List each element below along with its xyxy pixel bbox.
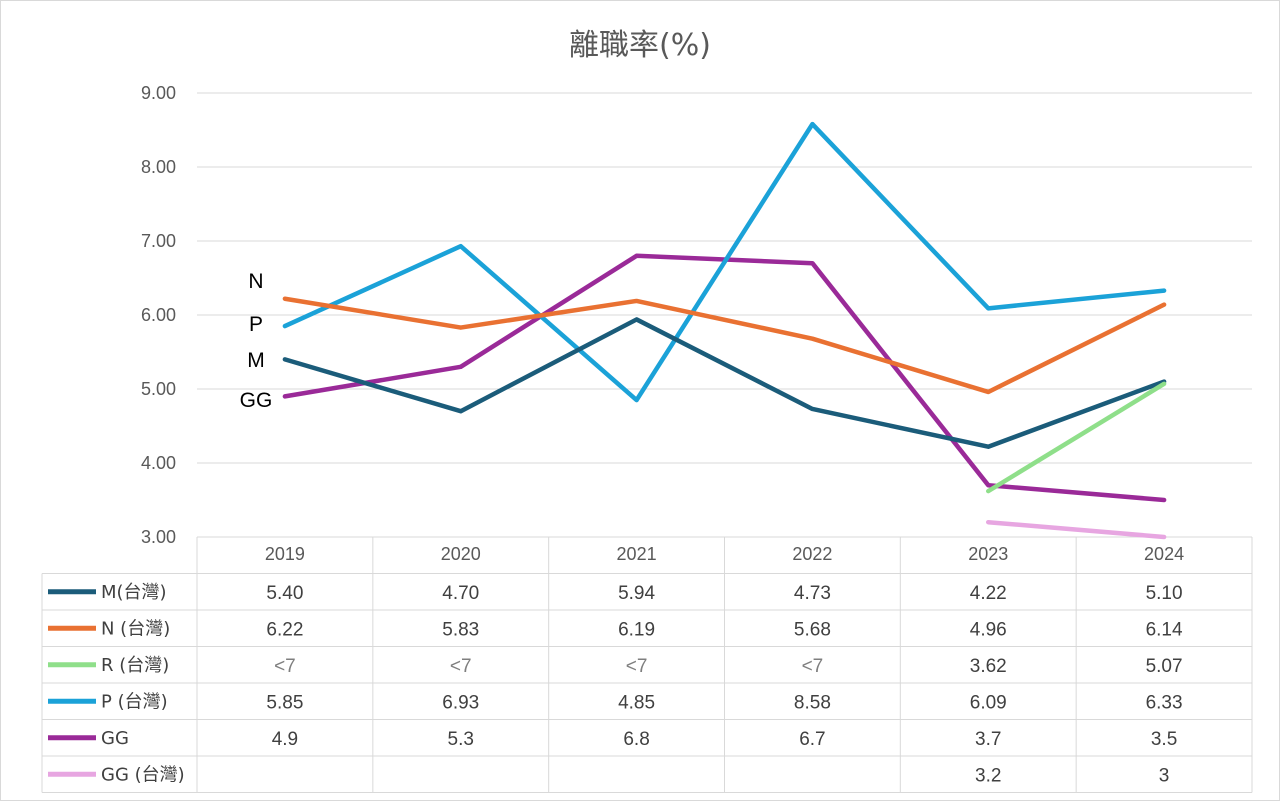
data-label: 4.22 [970,583,1007,604]
chart-title: 離職率(%) [569,28,711,63]
x-tick-label: 2024 [1144,544,1184,564]
data-label: 5.83 [442,619,479,640]
data-label: 8.58 [794,692,831,713]
series-line [282,121,1167,403]
data-label: <7 [626,656,648,677]
data-label: <7 [450,656,472,677]
y-tick-label: 3.00 [141,527,176,547]
series-line [986,381,1167,494]
series-annotation: N [248,270,263,293]
data-label: 3 [1159,765,1170,786]
data-label: 6.33 [1146,692,1183,713]
data-label: 6.22 [266,619,303,640]
y-tick-label: 9.00 [141,83,176,103]
data-label: 5.3 [448,729,474,750]
x-tick-label: 2020 [441,544,481,564]
legend-label: N (台灣) [101,618,170,639]
legend-label: P (台灣) [101,691,168,712]
data-label: 6.14 [1146,619,1183,640]
x-tick-label: 2022 [792,544,832,564]
y-tick-label: 6.00 [141,305,176,325]
y-tick-label: 4.00 [141,453,176,473]
legend-label: GG (台灣) [101,764,185,785]
data-label: 4.96 [970,619,1007,640]
data-label: 5.40 [266,583,303,604]
data-label: 5.85 [266,692,303,713]
legend-label: GG [101,728,129,749]
data-label: 6.09 [970,692,1007,713]
data-label: 3.62 [970,656,1007,677]
y-tick-label: 8.00 [141,157,176,177]
data-label: <7 [802,656,824,677]
data-label: 4.73 [794,583,831,604]
series-annotation: GG [240,389,273,412]
data-label: 3.5 [1151,729,1177,750]
x-tick-label: 2023 [968,544,1008,564]
x-tick-label: 2021 [617,544,657,564]
series-annotation: M [247,349,265,372]
data-label: 6.8 [623,729,649,750]
data-label: 5.68 [794,619,831,640]
y-tick-label: 7.00 [141,231,176,251]
x-tick-label: 2019 [265,544,305,564]
data-label: 6.7 [799,729,825,750]
series-line [282,317,1167,449]
data-label: 4.70 [442,583,479,604]
data-label: 6.19 [618,619,655,640]
legend-label: R (台灣) [101,655,169,676]
data-label: 6.93 [442,692,479,713]
data-label: 4.9 [272,729,298,750]
data-label: 3.7 [975,729,1001,750]
series-annotation: P [249,313,263,336]
data-label: 5.07 [1146,656,1183,677]
data-label: 5.10 [1146,583,1183,604]
series-line [986,519,1167,540]
y-tick-label: 5.00 [141,379,176,399]
data-label: 5.94 [618,583,655,604]
legend-label: M(台灣) [101,582,167,603]
data-label: 4.85 [618,692,655,713]
data-label: <7 [274,656,296,677]
data-label: 3.2 [975,765,1001,786]
series-line [282,296,1167,395]
